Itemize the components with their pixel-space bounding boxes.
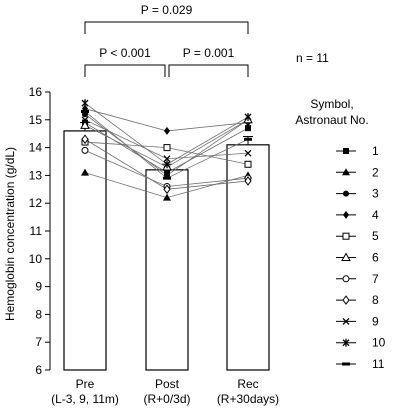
y-tick-label: 7	[35, 335, 42, 349]
legend: Symbol, Astronaut No. 1 2 3 4 5 6 7 8 9 10 11	[295, 97, 385, 371]
y-tick-label: 13	[29, 168, 43, 182]
p-value-label: P = 0.029	[141, 3, 193, 17]
marker-square-open	[342, 232, 350, 240]
marker-x	[163, 155, 171, 163]
legend-label: 7	[372, 272, 379, 286]
subject-line-4	[84, 108, 249, 132]
x-tick-sublabel: (R+0/3d)	[143, 392, 190, 406]
legend-label: 6	[372, 251, 379, 265]
marker-dash	[244, 137, 252, 141]
legend-label: 1	[372, 144, 379, 158]
subject-line-9	[84, 119, 249, 160]
x-tick-label: Post	[155, 377, 180, 391]
marker-x	[81, 116, 89, 124]
marker-diamond-open	[81, 134, 89, 145]
marker-dash	[342, 362, 350, 366]
marker-diamond-open	[244, 176, 252, 186]
subject-markers	[80, 99, 253, 201]
bar-pre	[63, 130, 107, 371]
marker-diamond-filled	[164, 126, 170, 135]
legend-title: Symbol,	[310, 97, 353, 111]
marker-x	[342, 317, 350, 325]
y-axis-label: Hemoglobin concentration (g/dL)	[3, 147, 17, 321]
p-value-label: P = 0.001	[183, 46, 235, 60]
x-tick-label: Pre	[76, 377, 95, 391]
marker-asterisk	[81, 99, 89, 108]
marker-circle-filled	[343, 190, 349, 197]
y-tick-label: 11	[30, 224, 43, 238]
legend-label: 3	[372, 187, 379, 201]
marker-triangle-filled	[342, 168, 350, 176]
legend-label: 8	[372, 293, 379, 307]
marker-triangle-open	[341, 252, 351, 261]
legend-label: 10	[372, 336, 386, 350]
marker-x	[244, 149, 252, 157]
x-tick-sublabel: (L-3, 9, 11m)	[51, 392, 119, 406]
marker-dash	[163, 176, 171, 180]
p-value-label: P < 0.001	[99, 46, 151, 60]
marker-circle-open	[81, 146, 89, 154]
y-tick-label: 10	[29, 252, 43, 266]
y-tick-label: 15	[29, 113, 43, 127]
n-label: n = 11	[296, 51, 329, 65]
marker-diamond-open	[163, 184, 171, 195]
marker-triangle-open	[80, 120, 90, 129]
marker-square-filled	[343, 148, 349, 154]
bracket	[168, 64, 249, 77]
marker-diamond-open	[342, 295, 350, 305]
marker-asterisk	[163, 160, 171, 169]
marker-triangle-filled	[81, 168, 89, 176]
legend-label: 9	[372, 314, 379, 328]
bars: Pre(L-3, 9, 11m) Post(R+0/3d) Rec(R+30days…	[51, 122, 279, 406]
x-tick-sublabel: (R+30days)	[217, 392, 279, 406]
marker-asterisk	[342, 338, 350, 347]
x-tick-label: Rec	[237, 377, 258, 391]
y-tick-label: 6	[35, 363, 42, 377]
bar-post	[145, 169, 189, 371]
y-tick-label: 16	[29, 85, 43, 99]
y-tick-label: 14	[29, 141, 43, 155]
significance-brackets: P = 0.029 P < 0.001 P = 0.001	[84, 3, 249, 77]
marker-dash	[81, 109, 89, 113]
marker-square-filled	[245, 125, 251, 132]
axes: 6 7 8 9 10 11 12 13 14 15 16	[29, 85, 51, 377]
legend-label: 11	[372, 357, 385, 371]
bracket	[84, 64, 166, 77]
legend-subtitle: Astronaut No.	[295, 113, 368, 127]
legend-label: 4	[372, 208, 379, 222]
marker-circle-open	[342, 275, 350, 283]
marker-diamond-filled	[343, 210, 349, 219]
legend-label: 5	[372, 229, 379, 243]
legend-label: 2	[372, 165, 379, 179]
bracket	[84, 21, 249, 34]
marker-square-open	[163, 144, 171, 152]
marker-triangle-filled	[163, 193, 171, 201]
marker-square-open	[244, 160, 252, 168]
marker-asterisk	[244, 113, 252, 122]
y-tick-label: 12	[29, 196, 43, 210]
y-tick-label: 8	[35, 307, 42, 321]
y-tick-label: 9	[35, 280, 42, 294]
